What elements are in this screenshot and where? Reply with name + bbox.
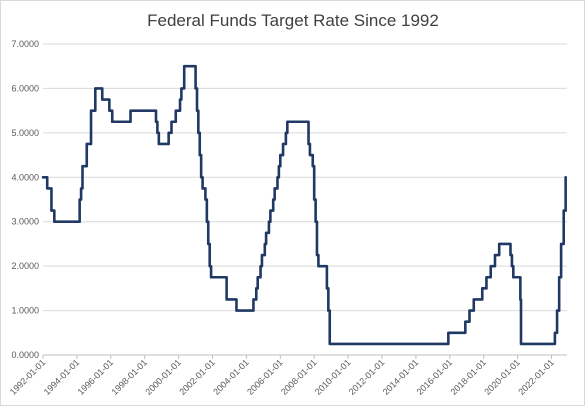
y-tick-label: 3.0000 [11, 217, 39, 227]
series-layer [41, 64, 567, 346]
chart-title: Federal Funds Target Rate Since 1992 [147, 11, 439, 30]
y-tick-label: 2.0000 [11, 261, 39, 271]
y-tick-label: 1.0000 [11, 306, 39, 316]
gridlines [43, 43, 567, 356]
y-tick-label: 6.0000 [11, 83, 39, 93]
rate-series-line [41, 64, 567, 346]
y-tick-label: 4.0000 [11, 172, 39, 182]
y-tick-label: 0.0000 [11, 350, 39, 360]
x-tick-label: 2022-01-01 [516, 357, 556, 397]
y-tick-label: 5.0000 [11, 128, 39, 138]
x-axis-tick-labels: 1992-01-011994-01-011996-01-011998-01-01… [8, 355, 556, 397]
y-axis-tick-labels: 0.0000 1.0000 2.0000 3.0000 4.0000 5.0000 6.00… [11, 39, 39, 360]
y-tick-label: 7.0000 [11, 39, 39, 49]
